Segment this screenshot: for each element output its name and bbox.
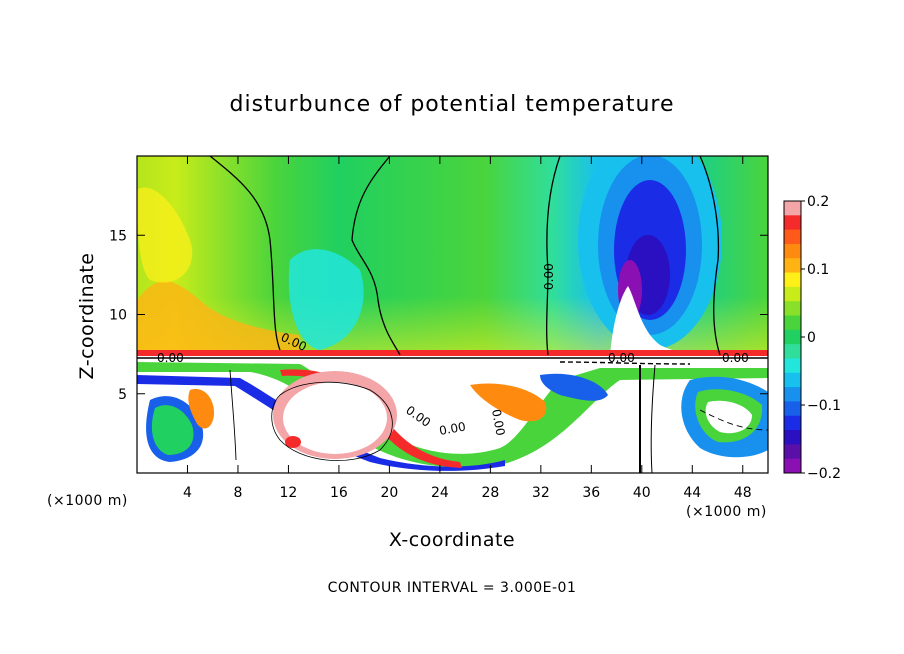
x-unit-label-left: (×1000 m) xyxy=(47,493,128,509)
contour-zero-3 xyxy=(546,156,561,356)
colorbar-swatch xyxy=(784,344,801,359)
x-axis-title: X-coordinate xyxy=(389,529,515,551)
contour-label: 0.00 xyxy=(489,408,507,437)
x-tick-label: 48 xyxy=(734,485,752,501)
lower-mid-swirl-orange xyxy=(470,383,547,422)
lower-white-blob xyxy=(283,382,387,454)
contour-lower-5 xyxy=(229,369,237,461)
colorbar-swatch xyxy=(784,229,801,245)
colorbar-swatch xyxy=(784,387,801,402)
chart-title: disturbunce of potential temperature xyxy=(230,92,675,117)
x-tick-label: 36 xyxy=(582,485,600,501)
x-tick-label: 44 xyxy=(683,485,701,501)
contour-lower-3 xyxy=(650,364,656,473)
colorbar-swatch xyxy=(784,272,801,288)
x-tick-label: 16 xyxy=(330,485,348,501)
colorbar-swatch xyxy=(784,201,801,216)
x-tick-label: 40 xyxy=(633,485,651,501)
colorbar-swatch xyxy=(784,458,801,474)
contour-label: 0.00 xyxy=(542,263,556,290)
x-axis: 4 8 12 16 20 24 28 32 36 40 44 48 xyxy=(183,156,752,501)
contour-zero-2 xyxy=(351,156,401,356)
contour-lower-4 xyxy=(699,409,768,431)
colorbar-swatch xyxy=(784,315,801,331)
white-plume xyxy=(610,286,690,356)
contour-lower-6 xyxy=(559,361,691,365)
contour-lower-1 xyxy=(271,381,393,461)
colorbar-tick-label: −0.1 xyxy=(807,398,841,414)
colorbar-swatch xyxy=(784,358,801,374)
x-unit-label-right: (×1000 m) xyxy=(686,504,767,520)
colorbar-swatch xyxy=(784,444,801,460)
plot-area: 0.00 0.00 0.00 0.00 0.00 0.00 0.00 0.00 xyxy=(137,156,768,473)
colorbar-tick-label: 0.2 xyxy=(807,194,829,210)
x-tick-label: 20 xyxy=(380,485,398,501)
y-tick-label: 15 xyxy=(109,228,127,244)
colorbar-tick-label: −0.2 xyxy=(807,466,841,482)
lower-blue-band xyxy=(137,375,505,471)
colorbar-swatch xyxy=(784,372,801,388)
lower-red-spot xyxy=(285,436,301,448)
colorbar-swatch xyxy=(784,430,801,445)
y-tick-label: 10 xyxy=(109,308,127,324)
y-axis: 5 10 15 xyxy=(109,228,768,403)
colorbar-swatch xyxy=(784,215,801,231)
x-tick-label: 24 xyxy=(431,485,449,501)
colorbar-swatch xyxy=(784,415,801,431)
contour-lines xyxy=(137,156,768,473)
colorbar-swatch xyxy=(784,329,801,345)
colorbar-swatch xyxy=(784,258,801,274)
contour-interval-note: CONTOUR INTERVAL = 3.000E-01 xyxy=(328,580,577,596)
x-tick-label: 4 xyxy=(183,485,192,501)
contour-label: 0.00 xyxy=(157,351,184,365)
colorbar-swatch xyxy=(784,243,801,259)
lower-left-swirl-orange xyxy=(188,389,215,429)
interface-band-red xyxy=(137,350,768,358)
cool-region-16 xyxy=(288,249,364,350)
colorbar-swatch xyxy=(784,301,801,317)
x-tick-label: 28 xyxy=(481,485,499,501)
colorbar-swatch xyxy=(784,286,801,302)
x-tick-label: 12 xyxy=(280,485,298,501)
x-tick-label: 8 xyxy=(233,485,242,501)
x-tick-label: 32 xyxy=(532,485,550,501)
y-tick-label: 5 xyxy=(118,387,127,403)
contour-label: 0.00 xyxy=(722,351,749,365)
colorbar xyxy=(783,200,802,474)
colorbar-swatch xyxy=(784,401,801,417)
lower-right-swirl-white xyxy=(705,400,752,434)
warm-region-left xyxy=(137,281,300,356)
contour-zero-1 xyxy=(209,156,281,351)
colorbar-tick-label: 0.1 xyxy=(807,262,829,278)
contour-zero-4 xyxy=(699,156,721,356)
contour-label: 0.00 xyxy=(438,420,467,438)
warm-region-left-top xyxy=(137,187,193,283)
y-axis-title: Z-coordinate xyxy=(76,253,98,380)
lower-mid-swirl-blue xyxy=(540,373,608,401)
contour-label: 0.00 xyxy=(608,351,635,365)
lower-left-swirl-green xyxy=(151,405,194,455)
colorbar-tick-label: 0 xyxy=(807,330,816,346)
colorbar-labels: 0.2 0.1 0 −0.1 −0.2 xyxy=(801,194,841,482)
